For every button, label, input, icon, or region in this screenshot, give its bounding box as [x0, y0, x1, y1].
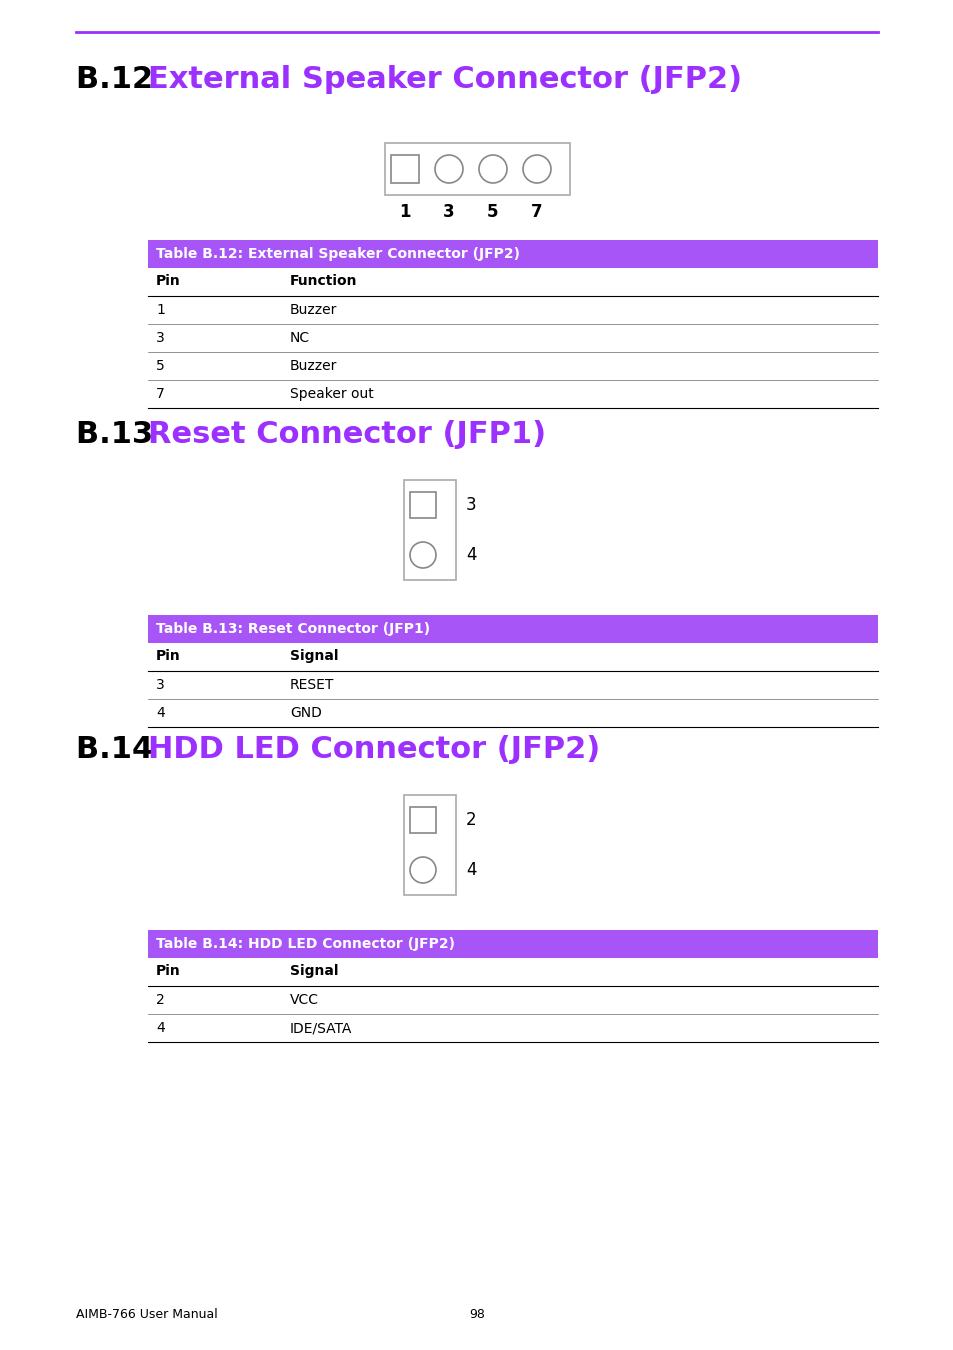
- Circle shape: [410, 857, 436, 883]
- Text: B.13: B.13: [76, 420, 164, 450]
- Text: 5: 5: [487, 202, 498, 221]
- Text: HDD LED Connector (JFP2): HDD LED Connector (JFP2): [148, 734, 599, 764]
- Bar: [403, 795, 456, 895]
- Text: Pin: Pin: [156, 274, 180, 288]
- Text: Pin: Pin: [156, 964, 180, 977]
- Text: B.12: B.12: [76, 65, 164, 94]
- Text: Reset Connector (JFP1): Reset Connector (JFP1): [148, 420, 545, 450]
- Text: 3: 3: [156, 678, 165, 693]
- Text: Speaker out: Speaker out: [290, 387, 374, 401]
- Text: RESET: RESET: [290, 678, 334, 693]
- Text: 5: 5: [156, 359, 165, 373]
- Circle shape: [435, 155, 462, 184]
- Bar: [391, 155, 418, 184]
- Text: 2: 2: [156, 994, 165, 1007]
- Text: 98: 98: [469, 1308, 484, 1322]
- Text: 3: 3: [465, 495, 476, 514]
- Text: 2: 2: [465, 811, 476, 829]
- Text: GND: GND: [290, 706, 321, 720]
- Text: 4: 4: [465, 861, 476, 879]
- Circle shape: [410, 541, 436, 568]
- Text: 4: 4: [465, 545, 476, 564]
- Text: 7: 7: [156, 387, 165, 401]
- Text: Table B.14: HDD LED Connector (JFP2): Table B.14: HDD LED Connector (JFP2): [156, 937, 455, 950]
- Text: 4: 4: [156, 706, 165, 720]
- Text: Signal: Signal: [290, 964, 338, 977]
- Bar: [403, 481, 456, 580]
- Text: Signal: Signal: [290, 649, 338, 663]
- Text: Pin: Pin: [156, 649, 180, 663]
- Bar: [410, 491, 436, 518]
- Circle shape: [522, 155, 551, 184]
- Text: IDE/SATA: IDE/SATA: [290, 1021, 352, 1035]
- Text: 1: 1: [156, 302, 165, 317]
- Text: 3: 3: [443, 202, 455, 221]
- Text: Function: Function: [290, 274, 357, 288]
- Text: Buzzer: Buzzer: [290, 302, 337, 317]
- Bar: [410, 807, 436, 833]
- Text: VCC: VCC: [290, 994, 318, 1007]
- Text: External Speaker Connector (JFP2): External Speaker Connector (JFP2): [148, 65, 741, 94]
- Bar: [148, 930, 877, 958]
- Text: 7: 7: [531, 202, 542, 221]
- Text: 4: 4: [156, 1021, 165, 1035]
- Text: B.14: B.14: [76, 734, 164, 764]
- Text: NC: NC: [290, 331, 310, 346]
- Text: 1: 1: [399, 202, 411, 221]
- Circle shape: [478, 155, 506, 184]
- Text: 3: 3: [156, 331, 165, 346]
- Bar: [385, 143, 569, 194]
- Bar: [148, 240, 877, 269]
- Bar: [148, 616, 877, 643]
- Text: Table B.12: External Speaker Connector (JFP2): Table B.12: External Speaker Connector (…: [156, 247, 519, 261]
- Text: Buzzer: Buzzer: [290, 359, 337, 373]
- Text: Table B.13: Reset Connector (JFP1): Table B.13: Reset Connector (JFP1): [156, 622, 430, 636]
- Text: AIMB-766 User Manual: AIMB-766 User Manual: [76, 1308, 217, 1322]
